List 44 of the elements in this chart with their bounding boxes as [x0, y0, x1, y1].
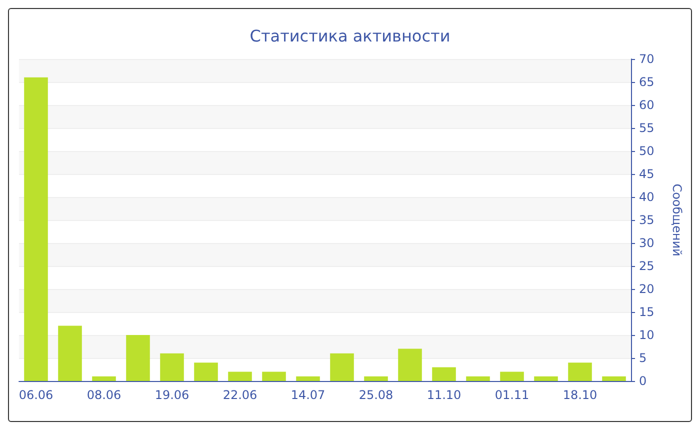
bar — [194, 362, 218, 381]
x-tick-label: 01.11 — [494, 388, 530, 402]
y-tick-label: 70 — [639, 52, 654, 66]
x-tick-label: 14.07 — [290, 388, 326, 402]
x-tick-label: 06.06 — [18, 388, 54, 402]
y-tick-label: 55 — [639, 121, 654, 135]
y-axis-title: Сообщений — [670, 184, 684, 256]
y-tick-label: 65 — [639, 75, 654, 89]
bar — [466, 376, 490, 381]
x-tick-label: 19.06 — [154, 388, 190, 402]
y-tick-label: 50 — [639, 144, 654, 158]
y-tick-label: 40 — [639, 190, 654, 204]
bar — [330, 353, 354, 381]
bar — [262, 372, 286, 381]
y-tick-label: 30 — [639, 236, 654, 250]
bar — [534, 376, 558, 381]
bar — [24, 77, 48, 381]
y-tick-label: 60 — [639, 98, 654, 112]
bar — [500, 372, 524, 381]
bar — [228, 372, 252, 381]
chart-title: Статистика активности — [250, 26, 450, 46]
x-tick-label: 08.06 — [86, 388, 122, 402]
x-tick-label: 22.06 — [222, 388, 258, 402]
y-tick-label: 45 — [639, 167, 654, 181]
bar — [92, 376, 116, 381]
bar — [602, 376, 626, 381]
bar — [160, 353, 184, 381]
bar — [398, 348, 422, 381]
bar — [432, 367, 456, 381]
y-tick-label: 0 — [639, 374, 647, 388]
y-tick-label: 15 — [639, 305, 654, 319]
bar — [58, 326, 82, 381]
x-tick-label: 18.10 — [562, 388, 598, 402]
bar — [126, 335, 150, 381]
bar — [568, 362, 592, 381]
y-tick-label: 25 — [639, 259, 654, 273]
y-tick-label: 20 — [639, 282, 654, 296]
y-tick-label: 35 — [639, 213, 654, 227]
y-tick-label: 5 — [639, 351, 647, 365]
x-tick-label: 25.08 — [358, 388, 394, 402]
y-tick-label: 10 — [639, 328, 654, 342]
x-tick-label: 11.10 — [426, 388, 462, 402]
bar — [364, 376, 388, 381]
bar — [296, 376, 320, 381]
